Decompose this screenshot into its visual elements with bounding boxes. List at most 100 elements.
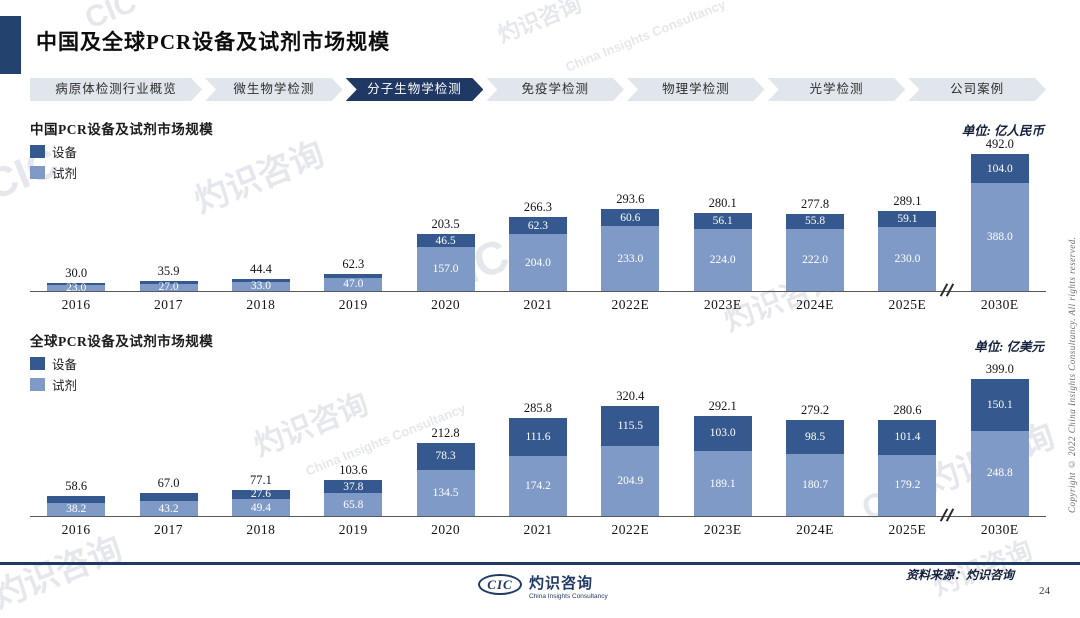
bar-column: 58.6 38.2 — [30, 479, 122, 516]
equipment-segment: 27.6 — [231, 488, 290, 500]
equipment-segment: 59.1 — [878, 210, 937, 227]
total-value-label: 44.4 — [249, 261, 272, 276]
equipment-segment: 101.4 — [878, 419, 937, 455]
reagent-segment: 180.7 — [786, 454, 845, 516]
equipment-segment: 78.3 — [416, 442, 475, 470]
x-axis-label: 2021 — [523, 297, 553, 312]
x-axis-label: 2030E — [980, 297, 1019, 312]
tab-physics[interactable]: 物理学检测 — [627, 78, 765, 101]
total-value-label: 103.6 — [339, 463, 368, 478]
legend-label: 设备 — [52, 146, 78, 160]
legend-label: 试剂 — [52, 167, 78, 181]
x-axis-label: 2020 — [431, 522, 461, 537]
x-axis-label: 2022E — [611, 522, 650, 537]
x-axis-label: 2024E — [796, 297, 834, 312]
tab-pathogen-overview[interactable]: 病原体检测行业概览 — [30, 78, 202, 101]
tab-company-cases[interactable]: 公司案例 — [908, 78, 1046, 101]
bar-area-china: 30.0 23.0 35.9 27.0 44.4 33.0 62.3 47.0 203.5 46.… — [30, 137, 1046, 297]
x-axis-label: 2023E — [703, 522, 742, 537]
equipment-segment: 111.6 — [508, 417, 567, 457]
x-axis-label: 2016 — [61, 297, 91, 312]
x-axis-label: 2022E — [611, 297, 650, 312]
total-value-label: 77.1 — [249, 472, 272, 487]
total-value-label: 203.5 — [431, 217, 460, 232]
bar-column: 30.0 23.0 — [30, 266, 122, 294]
bar-column: 212.8 78.3 134.5 — [399, 426, 491, 516]
bar-column: 280.1 56.1 224.0 — [677, 196, 769, 291]
legend-item-equipment: 设备 — [30, 141, 77, 162]
equipment-segment: 56.1 — [693, 213, 752, 229]
bar-column: 77.1 27.6 49.4 — [215, 472, 307, 516]
equipment-segment — [47, 495, 106, 503]
x-axis-global: 2016 2017 2018 2019 2020 2021 2022E 2023E 2024E 2… — [30, 518, 1046, 538]
copyright-notice: Copyright © 2022 China Insights Consulta… — [1067, 236, 1077, 514]
legend-item-reagent: 试剂 — [30, 374, 77, 395]
total-value-label: 320.4 — [616, 388, 645, 403]
bar-column: 44.4 33.0 — [215, 261, 307, 292]
unit-label-usd: 单位: 亿美元 — [974, 340, 1044, 354]
total-value-label: 212.8 — [431, 425, 460, 440]
reagent-swatch — [30, 166, 45, 179]
cic-logo-icon: CIC — [478, 574, 522, 595]
reagent-segment: 224.0 — [693, 228, 752, 291]
reagent-segment: 233.0 — [601, 226, 660, 291]
bar-column: 289.1 59.1 230.0 — [861, 193, 953, 291]
x-axis-label: 2019 — [338, 522, 368, 537]
reagent-segment: 230.0 — [878, 227, 937, 291]
reagent-segment: 189.1 — [693, 451, 752, 516]
equipment-segment: 104.0 — [970, 154, 1029, 183]
x-axis-label: 2018 — [246, 297, 276, 312]
tab-optics[interactable]: 光学检测 — [768, 78, 906, 101]
watermark: China Insights Consultancy — [563, 0, 728, 75]
tab-molecular-biology[interactable]: 分子生物学检测 — [346, 78, 484, 101]
reagent-segment: 204.9 — [601, 445, 660, 516]
total-value-label: 289.1 — [893, 193, 922, 208]
tab-microbiology[interactable]: 微生物学检测 — [205, 78, 343, 101]
section-tabbar: 病原体检测行业概览 微生物学检测 分子生物学检测 免疫学检测 物理学检测 光学检… — [30, 78, 1046, 101]
bar-column: 266.3 62.3 204.0 — [492, 200, 584, 291]
bar-column: 320.4 115.5 204.9 — [584, 389, 676, 516]
reagent-segment: 65.8 — [324, 493, 383, 516]
equipment-segment: 55.8 — [786, 213, 845, 230]
reagent-segment: 179.2 — [878, 454, 937, 516]
footer-divider — [0, 562, 1080, 565]
logo-name: 灼识咨询 — [529, 575, 594, 592]
reagent-segment: 222.0 — [786, 229, 845, 291]
legend-item-equipment: 设备 — [30, 353, 77, 374]
legend-label: 设备 — [52, 358, 78, 372]
reagent-segment: 174.2 — [508, 456, 567, 516]
reagent-segment: 27.0 — [139, 281, 198, 293]
equipment-segment — [47, 282, 106, 285]
bar-column: 62.3 47.0 — [307, 257, 399, 291]
total-value-label: 58.6 — [65, 478, 88, 493]
legend-global: 设备 试剂 — [30, 353, 77, 395]
bar-column: 492.0 104.0 388.0 — [954, 137, 1046, 291]
unit-label-rmb: 单位: 亿人民币 — [961, 124, 1044, 138]
total-value-label: 280.1 — [708, 196, 737, 211]
equipment-segment: 150.1 — [970, 379, 1029, 431]
legend-china: 设备 试剂 — [30, 141, 77, 183]
total-value-label: 266.3 — [523, 199, 553, 214]
reagent-segment: 134.5 — [416, 469, 475, 516]
equipment-swatch — [30, 145, 45, 158]
total-value-label: 292.1 — [708, 398, 737, 413]
equipment-segment — [324, 273, 383, 278]
reagent-segment: 43.2 — [139, 501, 198, 516]
reagent-segment: 157.0 — [416, 247, 475, 291]
equipment-swatch — [30, 357, 45, 370]
reagent-segment: 47.0 — [324, 277, 383, 291]
x-axis-label: 2024E — [796, 522, 834, 537]
bar-column: 277.8 55.8 222.0 — [769, 197, 861, 291]
logo-subtitle: China Insights Consultancy — [529, 593, 608, 600]
x-axis-label: 2019 — [338, 297, 368, 312]
reagent-segment: 248.8 — [970, 430, 1029, 516]
equipment-segment: 103.0 — [693, 415, 752, 452]
x-axis-label: 2023E — [703, 297, 742, 312]
tab-immunology[interactable]: 免疫学检测 — [486, 78, 624, 101]
total-value-label: 279.2 — [800, 403, 830, 418]
bar-column: 203.5 46.5 157.0 — [399, 217, 491, 291]
x-axis-china: 2016 2017 2018 2019 2020 2021 2022E 2023E 2024E 2… — [30, 293, 1046, 313]
total-value-label: 293.6 — [616, 192, 645, 207]
reagent-segment: 204.0 — [508, 234, 567, 291]
x-axis-label: 2017 — [154, 297, 184, 312]
